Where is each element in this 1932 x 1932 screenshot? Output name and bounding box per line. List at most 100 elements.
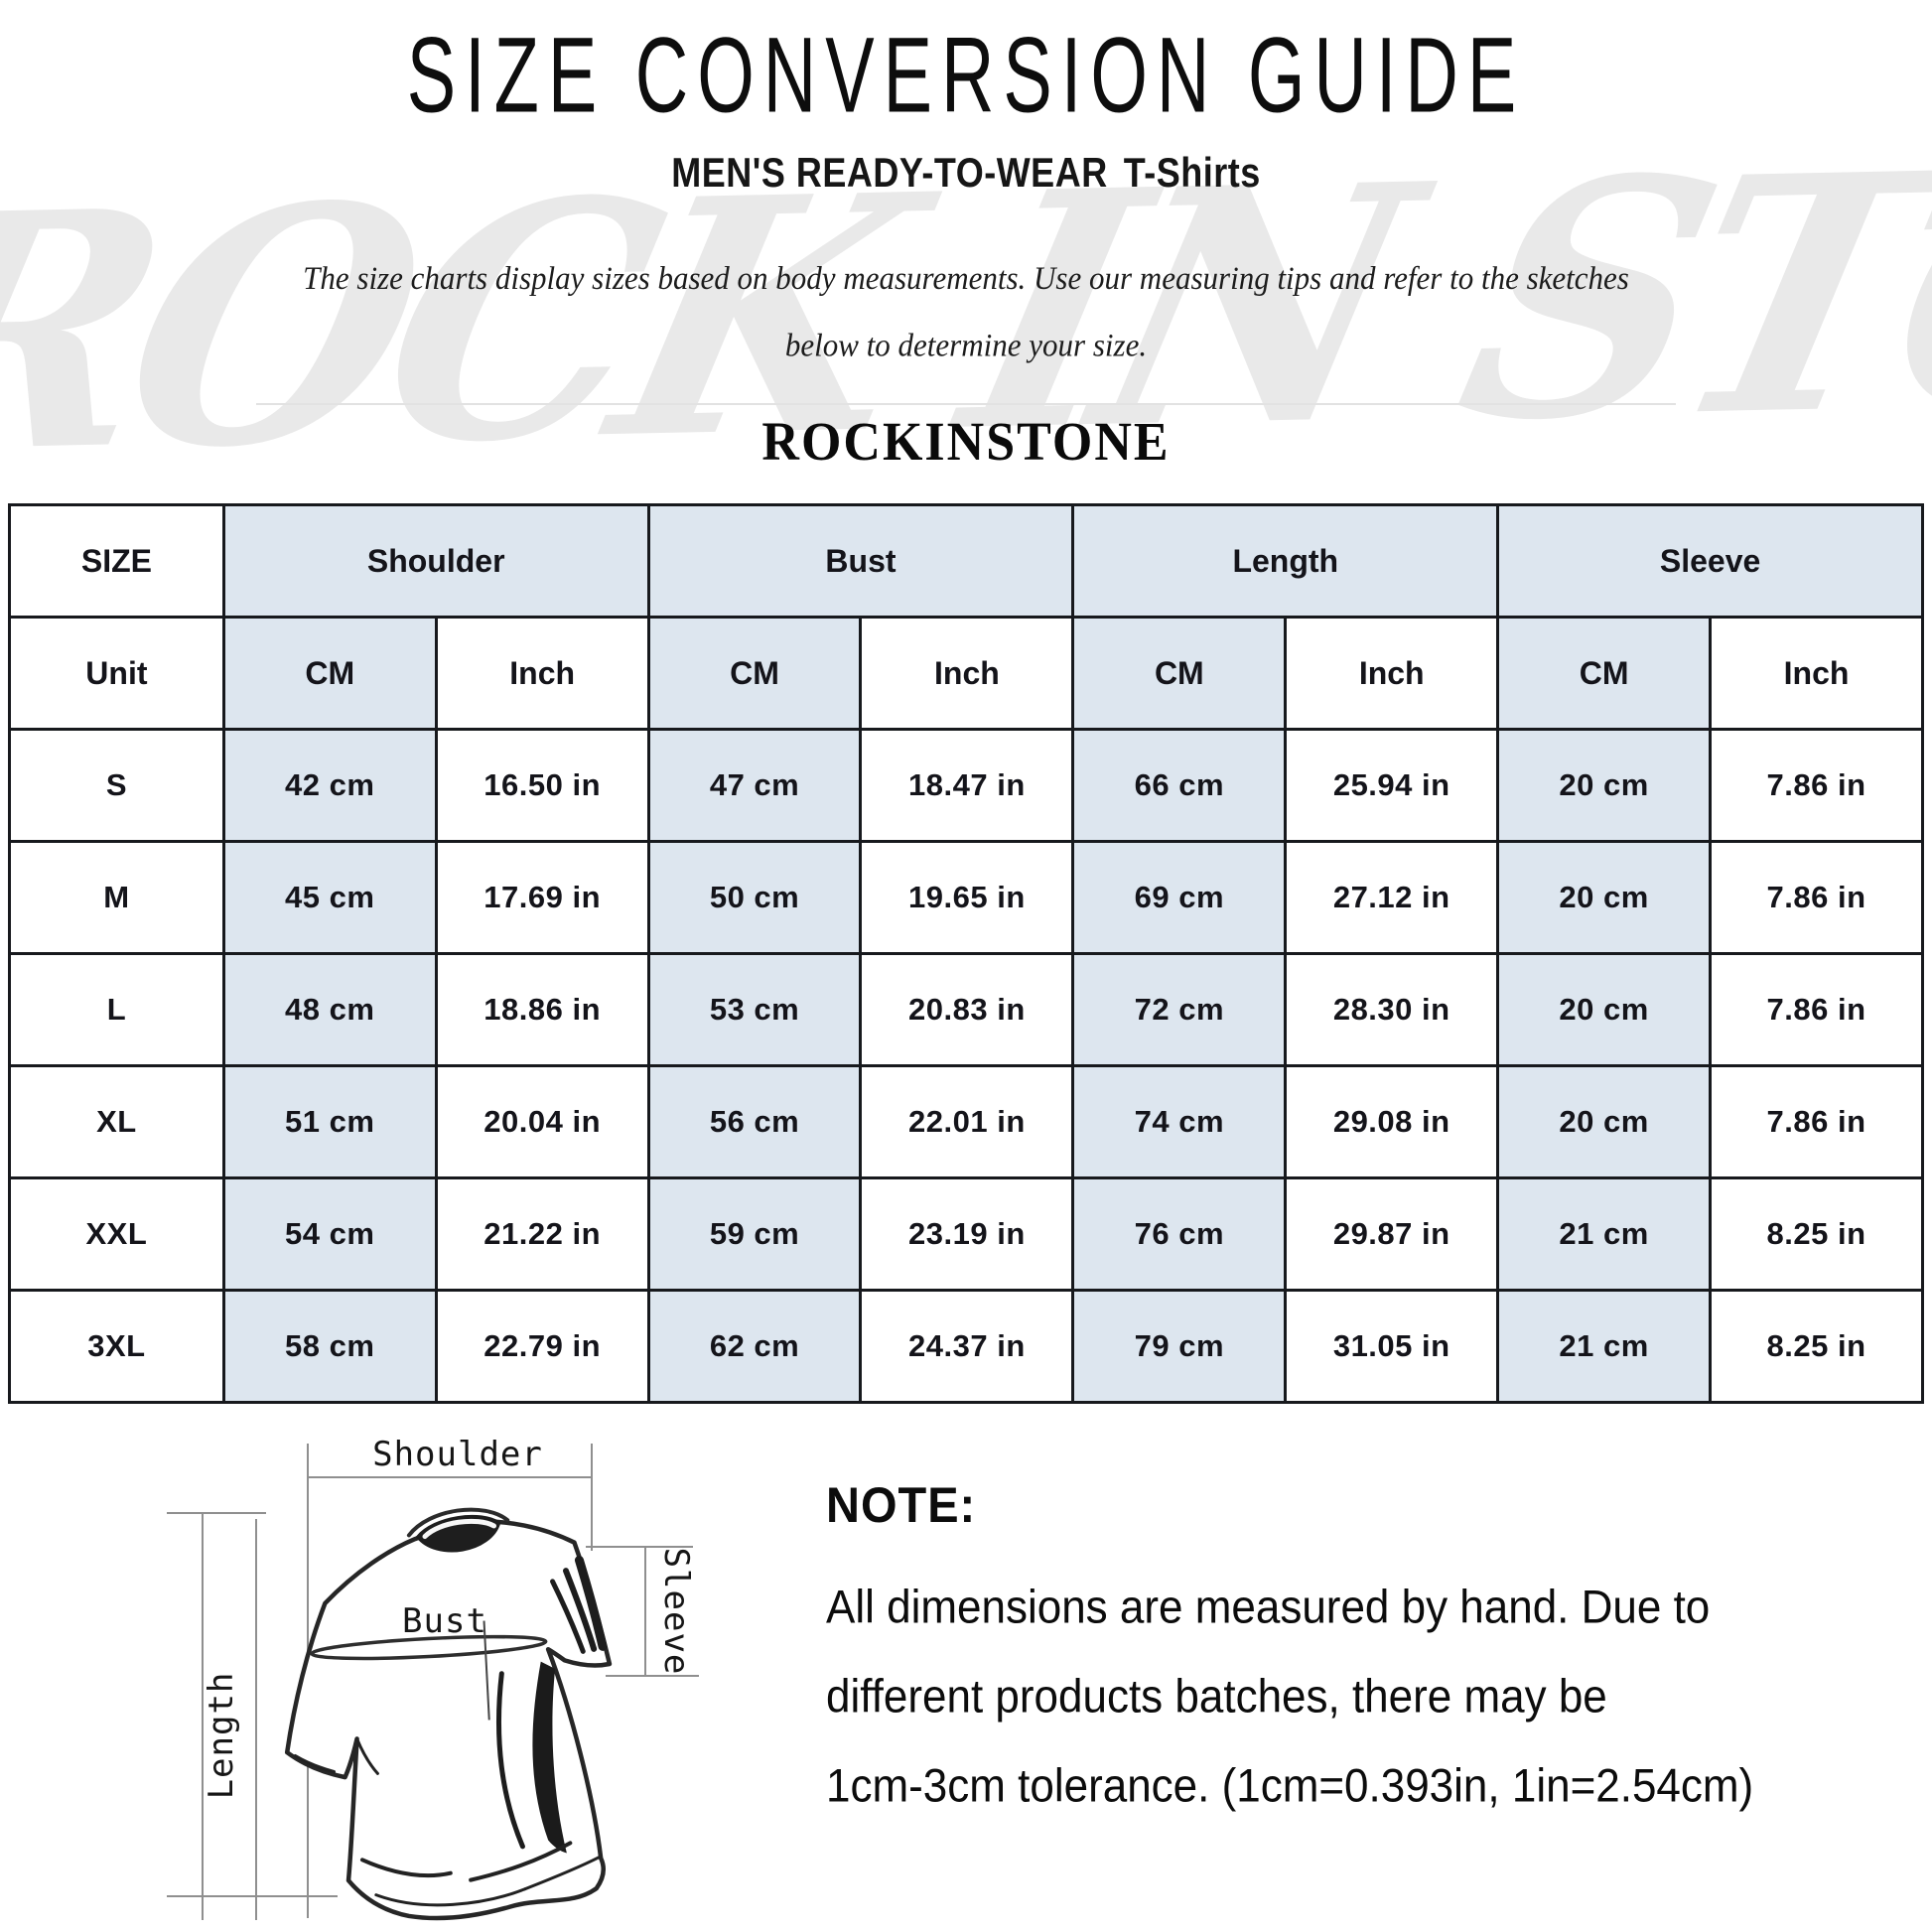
length-cm: 76 cm (1071, 1176, 1288, 1292)
watermark-underline (256, 403, 1676, 405)
shoulder-inch: 22.79 in (434, 1289, 650, 1404)
sleeve-cm: 20 cm (1496, 952, 1713, 1067)
bust-inch: 18.47 in (859, 728, 1075, 843)
note-heading: NOTE: (826, 1476, 977, 1533)
bust-cm: 47 cm (646, 728, 863, 843)
unit-inch: Inch (1284, 616, 1500, 731)
unit-cm: CM (646, 616, 863, 731)
shoulder-cm: 48 cm (221, 952, 438, 1067)
length-cm: 66 cm (1071, 728, 1288, 843)
sleeve-cm: 20 cm (1496, 1064, 1713, 1179)
bust-inch: 24.37 in (859, 1289, 1075, 1404)
tshirt-artwork (284, 1507, 613, 1921)
description-line-1: The size charts display sizes based on b… (303, 259, 1629, 297)
col-header-size: SIZE (8, 503, 225, 619)
subtitle-category: MEN'S READY-TO-WEAR (671, 149, 1108, 197)
size-row-xxl: XXL 54 cm 21.22 in 59 cm 23.19 in 76 cm … (8, 1176, 1924, 1292)
note-line-1: All dimensions are measured by hand. Due… (826, 1582, 1711, 1634)
size-label: M (8, 840, 225, 955)
bust-inch: 20.83 in (859, 952, 1075, 1067)
sleeve-inch: 7.86 in (1709, 728, 1924, 843)
sleeve-inch: 7.86 in (1709, 1064, 1924, 1179)
table-group-header-row: SIZE Shoulder Bust Length Sleeve (8, 503, 1924, 619)
unit-cm: CM (1496, 616, 1713, 731)
bust-cm: 59 cm (646, 1176, 863, 1292)
length-cm: 79 cm (1071, 1289, 1288, 1404)
description-line-2: below to determine your size. (784, 326, 1148, 363)
unit-header: Unit (8, 616, 225, 731)
length-inch: 31.05 in (1284, 1289, 1500, 1404)
size-row-xl: XL 51 cm 20.04 in 56 cm 22.01 in 74 cm 2… (8, 1064, 1924, 1179)
shoulder-inch: 20.04 in (434, 1064, 650, 1179)
table-unit-header-row: Unit CM Inch CM Inch CM Inch CM Inch (8, 616, 1924, 731)
sleeve-cm: 21 cm (1496, 1176, 1713, 1292)
page-title: SIZE CONVERSION GUIDE (406, 15, 1526, 135)
subtitle-product: T-Shirts (1123, 149, 1261, 197)
size-row-s: S 42 cm 16.50 in 47 cm 18.47 in 66 cm 25… (8, 728, 1924, 843)
unit-inch: Inch (859, 616, 1075, 731)
shoulder-cm: 58 cm (221, 1289, 438, 1404)
size-row-m: M 45 cm 17.69 in 50 cm 19.65 in 69 cm 27… (8, 840, 1924, 955)
bust-cm: 56 cm (646, 1064, 863, 1179)
length-cm: 72 cm (1071, 952, 1288, 1067)
shoulder-cm: 45 cm (221, 840, 438, 955)
size-label: 3XL (8, 1289, 225, 1404)
length-cm: 74 cm (1071, 1064, 1288, 1179)
col-header-length: Length (1071, 503, 1500, 619)
sleeve-cm: 20 cm (1496, 840, 1713, 955)
length-inch: 27.12 in (1284, 840, 1500, 955)
length-inch: 29.08 in (1284, 1064, 1500, 1179)
diagram-length-label: Length (202, 1672, 241, 1800)
sleeve-cm: 20 cm (1496, 728, 1713, 843)
length-cm: 69 cm (1071, 840, 1288, 955)
shoulder-cm: 54 cm (221, 1176, 438, 1292)
note-section: NOTE: All dimensions are measured by han… (826, 1475, 1908, 1831)
shoulder-cm: 42 cm (221, 728, 438, 843)
subtitle: MEN'S READY-TO-WEAR T-Shirts (0, 149, 1932, 197)
diagram-sleeve-label: Sleeve (656, 1548, 696, 1676)
bust-inch: 23.19 in (859, 1176, 1075, 1292)
bust-cm: 50 cm (646, 840, 863, 955)
sleeve-inch: 7.86 in (1709, 840, 1924, 955)
bust-inch: 19.65 in (859, 840, 1075, 955)
measurement-lines (167, 1444, 699, 1920)
length-inch: 28.30 in (1284, 952, 1500, 1067)
sleeve-inch: 8.25 in (1709, 1289, 1924, 1404)
size-row-3xl: 3XL 58 cm 22.79 in 62 cm 24.37 in 79 cm … (8, 1289, 1924, 1404)
diagram-bust-label: Bust (402, 1601, 487, 1641)
col-header-shoulder: Shoulder (221, 503, 650, 619)
bust-cm: 62 cm (646, 1289, 863, 1404)
bust-cm: 53 cm (646, 952, 863, 1067)
sleeve-cm: 21 cm (1496, 1289, 1713, 1404)
note-line-3: 1cm-3cm tolerance. (1cm=0.393in, 1in=2.5… (826, 1759, 1754, 1813)
shoulder-cm: 51 cm (221, 1064, 438, 1179)
size-conversion-table: SIZE Shoulder Bust Length Sleeve Unit CM… (8, 503, 1924, 1404)
sleeve-inch: 8.25 in (1709, 1176, 1924, 1292)
unit-inch: Inch (434, 616, 650, 731)
shoulder-inch: 18.86 in (434, 952, 650, 1067)
diagram-shoulder-label: Shoulder (372, 1435, 543, 1474)
unit-inch: Inch (1709, 616, 1924, 731)
shoulder-inch: 16.50 in (434, 728, 650, 843)
length-inch: 25.94 in (1284, 728, 1500, 843)
brand-title: ROCKINSTONE (761, 412, 1171, 473)
note-line-2: different products batches, there may be (826, 1670, 1607, 1724)
size-label: S (8, 728, 225, 843)
bust-inch: 22.01 in (859, 1064, 1075, 1179)
length-inch: 29.87 in (1284, 1176, 1500, 1292)
size-label: L (8, 952, 225, 1067)
col-header-sleeve: Sleeve (1496, 503, 1924, 619)
unit-cm: CM (221, 616, 438, 731)
size-label: XL (8, 1064, 225, 1179)
unit-cm: CM (1071, 616, 1288, 731)
shoulder-inch: 17.69 in (434, 840, 650, 955)
size-label: XXL (8, 1176, 225, 1292)
shoulder-inch: 21.22 in (434, 1176, 650, 1292)
col-header-bust: Bust (646, 503, 1075, 619)
sleeve-inch: 7.86 in (1709, 952, 1924, 1067)
size-row-l: L 48 cm 18.86 in 53 cm 20.83 in 72 cm 28… (8, 952, 1924, 1067)
tshirt-sketch: Shoulder Bust Length Sleeve (167, 1435, 699, 1921)
description: The size charts display sizes based on b… (0, 245, 1932, 378)
tshirt-measurement-diagram: Shoulder Bust Length Sleeve (147, 1428, 814, 1928)
